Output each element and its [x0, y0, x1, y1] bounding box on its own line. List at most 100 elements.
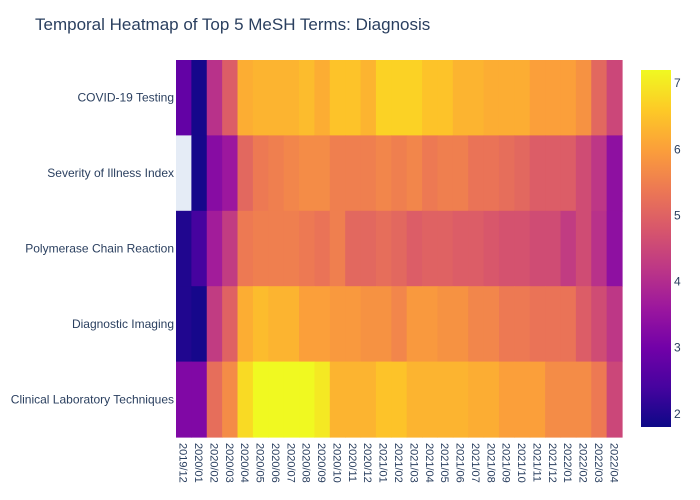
- heatmap-cell: [222, 210, 239, 287]
- x-tick-label: 2022/02: [577, 443, 589, 483]
- heatmap-cell: [206, 210, 223, 287]
- x-tick-label: 2022/04: [607, 443, 619, 483]
- heatmap-cell: [237, 210, 254, 287]
- heatmap-cell: [468, 135, 485, 212]
- heatmap-cell: [498, 286, 515, 363]
- heatmap-cell: [329, 60, 346, 136]
- x-axis: 2019/12 2020/01 2020/02 2020/03 2020/04 2020/…: [177, 443, 620, 483]
- x-tick-label: 2020/11: [346, 443, 358, 482]
- heatmap-cell: [252, 210, 269, 287]
- y-tick-label-severity-of-illness-index: Severity of Illness Index: [47, 166, 174, 180]
- colorbar-tick-label: 7: [674, 76, 681, 90]
- heatmap-cell: [545, 60, 562, 136]
- heatmap-cell: [268, 210, 285, 287]
- heatmap-cell: [606, 210, 623, 287]
- heatmap-cell: [498, 361, 515, 438]
- x-tick-label: 2020/03: [223, 443, 235, 483]
- heatmap-cell: [268, 286, 285, 363]
- heatmap-cell: [406, 60, 423, 136]
- heatmap-cell: [237, 60, 254, 136]
- heatmap-cell: [375, 286, 392, 363]
- heatmap-cell: [437, 135, 454, 212]
- heatmap-cell: [206, 361, 223, 438]
- x-tick-label: 2021/11: [530, 443, 542, 482]
- heatmap-cell: [514, 60, 531, 136]
- heatmap-cell: [560, 286, 577, 363]
- heatmap-cell: [237, 361, 254, 438]
- heatmap-cell: [560, 60, 577, 136]
- heatmap-cell: [345, 361, 362, 438]
- heatmap-cell: [375, 361, 392, 438]
- heatmap-cell: [498, 135, 515, 212]
- y-axis: COVID-19 Testing Severity of Illness Inde…: [11, 91, 174, 407]
- heatmap-cell: [452, 210, 469, 287]
- heatmap-cell: [314, 361, 331, 438]
- heatmap-cell: [406, 286, 423, 363]
- heatmap-cell: [375, 135, 392, 212]
- heatmap-cell: [560, 361, 577, 438]
- heatmap-cell: [283, 361, 300, 438]
- heatmap-cell: [422, 135, 439, 212]
- heatmap-cell: [237, 135, 254, 212]
- heatmap-cell: [483, 361, 500, 438]
- heatmap-cell: [406, 361, 423, 438]
- heatmap-cell: [391, 361, 408, 438]
- heatmap-cell: [222, 361, 239, 438]
- heatmap-cell: [545, 361, 562, 438]
- x-tick-label: 2022/03: [592, 443, 604, 483]
- heatmap-cell: [176, 60, 192, 136]
- y-tick-label-covid-19-testing: COVID-19 Testing: [78, 91, 175, 105]
- x-tick-label: 2021/01: [377, 443, 389, 483]
- heatmap-cell: [437, 60, 454, 136]
- heatmap-cell: [345, 135, 362, 212]
- heatmap-cell: [391, 60, 408, 136]
- heatmap-cell: [360, 361, 377, 438]
- heatmap-cell: [437, 286, 454, 363]
- heatmap-cell: [299, 210, 316, 287]
- heatmap-cell: [545, 210, 562, 287]
- heatmap-cell: [299, 60, 316, 136]
- x-tick-label: 2020/10: [330, 443, 342, 483]
- x-tick-label: 2021/10: [515, 443, 527, 483]
- heatmap-cell: [606, 361, 623, 438]
- heatmap-cell: [329, 286, 346, 363]
- x-tick-label: 2021/12: [546, 443, 558, 483]
- heatmap-cell: [268, 60, 285, 136]
- heatmap-cell: [222, 60, 239, 136]
- heatmap-cell: [299, 135, 316, 212]
- x-tick-label: 2020/06: [269, 443, 281, 483]
- heatmap-cell: [375, 60, 392, 136]
- heatmap-cell: [529, 60, 546, 136]
- heatmap-cell: [299, 361, 316, 438]
- heatmap-cell: [314, 286, 331, 363]
- x-tick-label: 2020/08: [300, 443, 312, 483]
- heatmap-cell: [452, 361, 469, 438]
- heatmap-cell: [591, 210, 608, 287]
- heatmap-cell: [422, 286, 439, 363]
- heatmap-cell: [206, 286, 223, 363]
- heatmap-cell: [314, 135, 331, 212]
- heatmap-cell: [206, 135, 223, 212]
- heatmap-cell: [591, 361, 608, 438]
- heatmap-cell: [283, 60, 300, 136]
- heatmap-cell: [452, 135, 469, 212]
- heatmap-cell: [329, 135, 346, 212]
- heatmap-cell: [591, 60, 608, 136]
- heatmap-cell: [514, 361, 531, 438]
- heatmap-cell: [191, 361, 208, 438]
- heatmap-cell: [191, 210, 208, 287]
- heatmap-cell: [314, 210, 331, 287]
- x-tick-label: 2022/01: [561, 443, 573, 483]
- heatmap-cell: [591, 135, 608, 212]
- heatmap-cell: [575, 361, 592, 438]
- heatmap-cell: [591, 286, 608, 363]
- chart-title: Temporal Heatmap of Top 5 MeSH Terms: Di…: [35, 15, 430, 34]
- y-tick-label-clinical-laboratory-techniques: Clinical Laboratory Techniques: [11, 392, 174, 406]
- x-tick-label: 2020/04: [238, 443, 250, 483]
- heatmap-cell: [237, 286, 254, 363]
- heatmap-cell: [329, 210, 346, 287]
- heatmap-cell: [252, 60, 269, 136]
- heatmap-cell: [176, 286, 192, 363]
- x-tick-label: 2021/06: [454, 443, 466, 483]
